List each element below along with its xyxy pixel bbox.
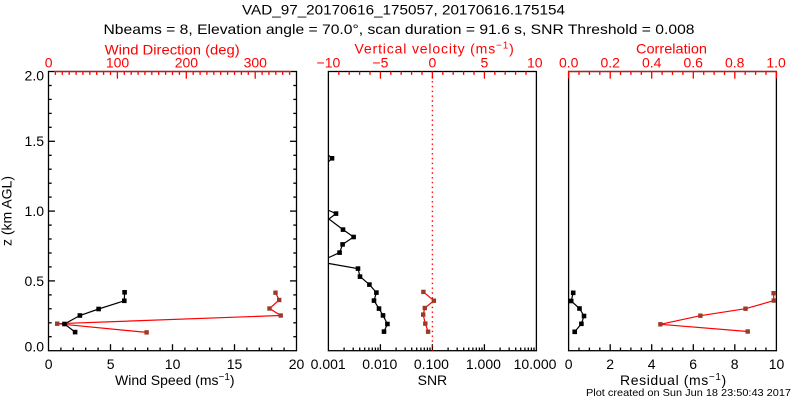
svg-text:0: 0 (429, 55, 437, 71)
svg-text:Correlation: Correlation (636, 41, 707, 57)
svg-text:10: 10 (165, 356, 181, 372)
svg-text:1.000: 1.000 (466, 356, 501, 372)
svg-text:0.8: 0.8 (725, 55, 745, 71)
svg-text:15: 15 (227, 356, 243, 372)
svg-text:8: 8 (731, 356, 739, 372)
svg-text:Wind Speed (ms−1): Wind Speed (ms−1) (115, 372, 235, 388)
svg-text:Residual (ms−1): Residual (ms−1) (620, 372, 727, 388)
svg-text:Vertical velocity (ms−1): Vertical velocity (ms−1) (355, 41, 515, 57)
svg-text:0.6: 0.6 (683, 55, 703, 71)
svg-text:2: 2 (606, 356, 614, 372)
svg-text:0.010: 0.010 (362, 356, 397, 372)
svg-text:1.0: 1.0 (25, 203, 45, 219)
svg-text:0.100: 0.100 (414, 356, 449, 372)
svg-text:0.2: 0.2 (600, 55, 620, 71)
svg-text:VAD_97_20170616_175057, 201706: VAD_97_20170616_175057, 20170616.175154 (242, 2, 565, 18)
svg-text:0.0: 0.0 (25, 339, 45, 355)
svg-text:0.0: 0.0 (559, 55, 579, 71)
svg-text:200: 200 (175, 55, 199, 71)
svg-text:10: 10 (527, 55, 543, 71)
svg-text:−5: −5 (372, 55, 388, 71)
svg-text:1.5: 1.5 (25, 133, 45, 149)
svg-text:100: 100 (106, 55, 130, 71)
svg-text:20: 20 (289, 356, 305, 372)
svg-text:10.000: 10.000 (514, 356, 557, 372)
svg-text:0: 0 (45, 55, 53, 71)
svg-text:5: 5 (107, 356, 115, 372)
svg-text:10: 10 (769, 356, 785, 372)
svg-text:SNR: SNR (418, 372, 448, 388)
svg-text:0.4: 0.4 (642, 55, 662, 71)
svg-text:0: 0 (45, 356, 53, 372)
svg-text:Wind Direction (deg): Wind Direction (deg) (105, 42, 240, 58)
svg-text:1.0: 1.0 (766, 55, 786, 71)
svg-text:0: 0 (565, 356, 573, 372)
svg-text:Nbeams = 8, Elevation angle =: Nbeams = 8, Elevation angle = 70.0°, sca… (104, 21, 695, 37)
svg-text:4: 4 (648, 356, 656, 372)
svg-text:z (km AGL): z (km AGL) (0, 176, 15, 246)
svg-text:Plot created on Sun Jun 18 23:: Plot created on Sun Jun 18 23:50:43 2017 (586, 387, 791, 399)
svg-text:2.0: 2.0 (25, 68, 45, 84)
svg-text:0.001: 0.001 (311, 356, 346, 372)
svg-text:300: 300 (244, 55, 268, 71)
svg-text:6: 6 (689, 356, 697, 372)
svg-text:−10: −10 (317, 55, 341, 71)
svg-text:5: 5 (481, 55, 489, 71)
svg-text:0.5: 0.5 (25, 273, 45, 289)
